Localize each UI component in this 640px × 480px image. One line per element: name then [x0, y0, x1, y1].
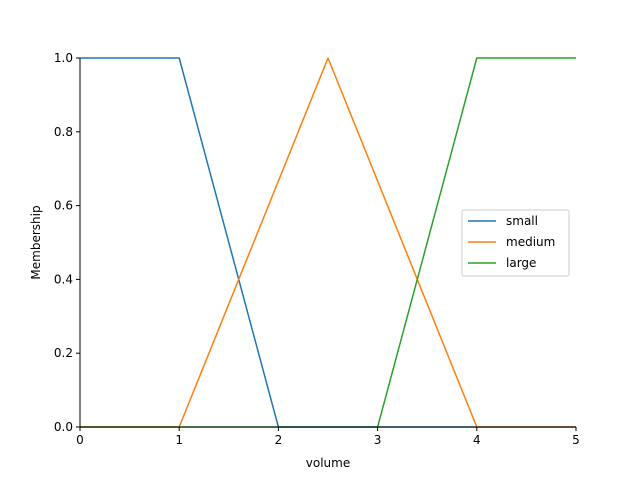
legend-box	[461, 209, 570, 277]
legend: small medium large	[461, 209, 570, 277]
x-axis-label: volume	[306, 456, 350, 470]
x-tick-label: 4	[473, 433, 481, 447]
legend-label-medium: medium	[506, 235, 555, 249]
y-axis-label: Membership	[29, 205, 43, 279]
y-tick-label: 0.8	[54, 125, 73, 139]
y-tick-label: 0.4	[54, 272, 73, 286]
x-tick-label: 0	[76, 433, 84, 447]
axes-layer: 0 1 2 3 4 5 0.0 0.2 0.4 0.6 0.8 1.0	[54, 51, 580, 447]
y-tick-label: 0.2	[54, 346, 73, 360]
x-tick-label: 1	[175, 433, 183, 447]
y-tick-label: 0.6	[54, 199, 73, 213]
legend-label-small: small	[506, 214, 538, 228]
legend-label-large: large	[506, 256, 536, 270]
y-tick-label: 1.0	[54, 51, 73, 65]
y-tick-label: 0.0	[54, 420, 73, 434]
x-tick-label: 2	[275, 433, 283, 447]
x-tick-label: 3	[374, 433, 382, 447]
x-tick-label: 5	[572, 433, 580, 447]
